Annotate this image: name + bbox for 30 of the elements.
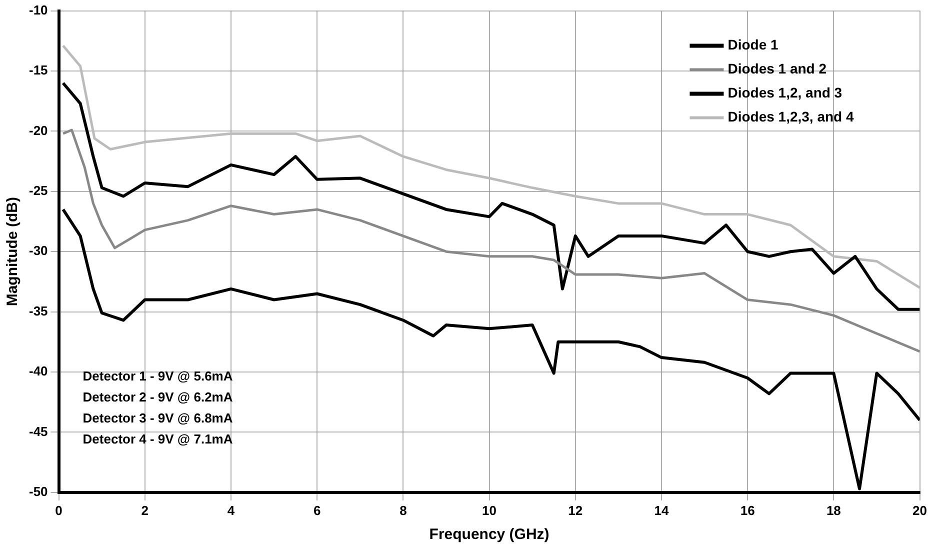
- x-tick-label: 6: [313, 502, 321, 518]
- legend-label: Diodes 1,2,3, and 4: [728, 108, 854, 125]
- y-tick-label: -15: [28, 62, 48, 78]
- x-tick-label: 14: [654, 502, 670, 518]
- annotation: Detector 2 - 9V @ 6.2mA: [82, 389, 234, 404]
- x-tick-label: 20: [912, 502, 928, 518]
- annotation: Detector 4 - 9V @ 7.1mA: [82, 431, 234, 446]
- x-tick-label: 12: [568, 502, 583, 518]
- annotation: Detector 1 - 9V @ 5.6mA: [82, 368, 234, 384]
- y-tick-label: -10: [28, 2, 48, 18]
- y-tick-label: -20: [28, 122, 48, 138]
- x-tick-label: 4: [227, 502, 236, 518]
- x-tick-label: 0: [55, 502, 62, 518]
- annotation: Detector 3 - 9V @ 6.8mA: [82, 410, 234, 426]
- x-tick-label: 16: [740, 502, 755, 518]
- y-tick-label: -25: [28, 182, 48, 198]
- y-tick-label: -45: [28, 424, 48, 439]
- legend-label: Diodes 1 and 2: [728, 60, 827, 77]
- legend-label: Diode 1: [728, 36, 778, 53]
- x-tick-label: 2: [141, 502, 149, 518]
- x-tick-label: 18: [826, 502, 841, 518]
- x-tick-label: 10: [482, 502, 497, 518]
- y-tick-label: -30: [28, 243, 48, 258]
- y-tick-label: -35: [28, 303, 48, 318]
- x-tick-label: 8: [400, 502, 407, 518]
- legend-label: Diodes 1,2, and 3: [728, 84, 842, 101]
- y-tick-label: -40: [28, 364, 48, 379]
- y-tick-label: -50: [28, 484, 48, 499]
- y-axis-title: Magnitude (dB): [4, 197, 22, 306]
- x-axis-title: Frequency (GHz): [429, 526, 550, 544]
